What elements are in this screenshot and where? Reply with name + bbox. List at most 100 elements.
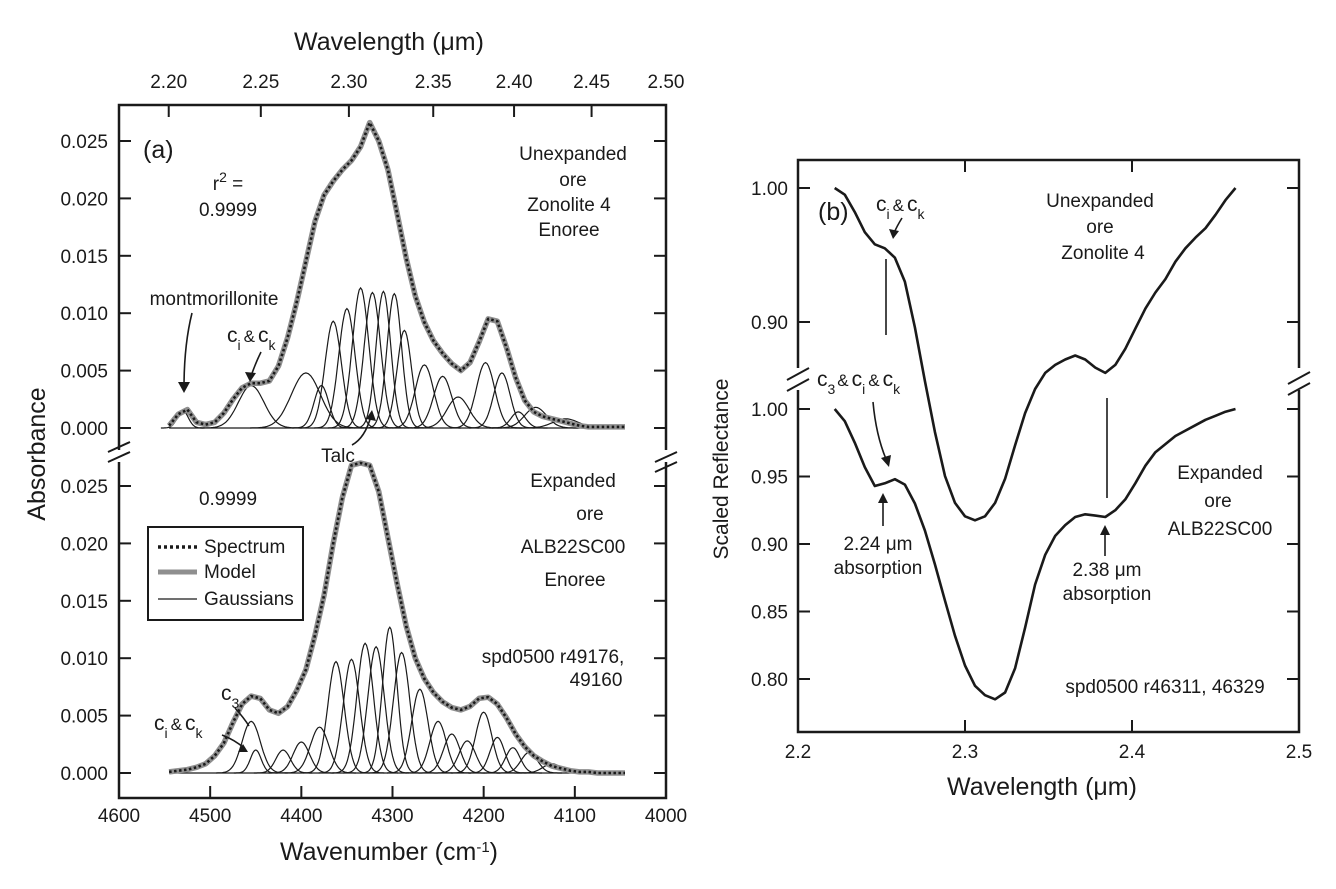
panel-b-frame	[796, 158, 1301, 734]
panel-b-label: (b)	[818, 198, 849, 226]
b-y-tick-label: 0.90	[751, 313, 788, 334]
montmorillonite-label: montmorillonite	[150, 289, 279, 310]
top-tick-label: 2.50	[648, 72, 685, 93]
panel-b-axis-break-left	[786, 367, 810, 392]
gaussian-component	[303, 660, 369, 774]
gaussian-component	[327, 286, 394, 429]
b-lower-c3-arrowhead	[881, 455, 891, 467]
b-x-axis-ticks: 2.2 2.3 2.4 2.5	[785, 160, 1312, 763]
b-y-tick-label: 0.80	[751, 670, 788, 691]
b-upper-label-line2: ore	[1086, 217, 1113, 238]
b-lower-spectrum	[833, 407, 1236, 701]
y-tick-label: 0.020	[60, 534, 108, 555]
lower-ck-arrowhead	[238, 744, 248, 752]
gaussian-component	[268, 741, 335, 774]
b-y-tick-label: 0.95	[751, 468, 788, 489]
b-y-tick-label: 0.90	[751, 535, 788, 556]
panel-a-axis-break-left	[107, 441, 131, 463]
b-abs224-arrowhead	[878, 493, 888, 503]
b-x-tick-label: 2.2	[785, 742, 811, 763]
gaussian-component	[284, 726, 356, 774]
gaussian-component	[434, 740, 501, 774]
upper-ck-arrow	[250, 351, 262, 377]
upper-label-line2: ore	[559, 170, 586, 191]
b-x-axis-label: Wavelength (μm)	[947, 773, 1137, 801]
b-lower-label-line3: ALB22SC00	[1168, 519, 1273, 540]
legend-label-spectrum: Spectrum	[204, 537, 285, 558]
lower-label-line3: ALB22SC00	[521, 537, 626, 558]
lower-ids-line1: spd0500 r49176,	[482, 647, 625, 668]
panel-b-axis-break-right	[1287, 368, 1311, 396]
r2-value-lower: 0.9999	[199, 489, 257, 510]
b-lower-c3-arrow	[872, 401, 887, 460]
gaussian-component	[386, 688, 453, 774]
panel-a-axis-break-right	[654, 450, 678, 473]
top-tick-label: 2.30	[330, 72, 367, 93]
x-tick-label: 4500	[189, 806, 231, 827]
b-spectra	[833, 186, 1237, 701]
y-tick-label: 0.000	[60, 764, 108, 785]
upper-ck-arrowhead	[245, 372, 256, 382]
b-x-tick-label: 2.5	[1286, 742, 1312, 763]
lower-label-line4: Enoree	[544, 570, 605, 591]
y-tick-label: 0.025	[60, 477, 108, 498]
b-abs224-line2: absorption	[834, 558, 923, 579]
b-y-axis-label: Scaled Reflectance	[710, 379, 733, 560]
b-lower-label-line1: Expanded	[1177, 463, 1263, 484]
lower-ids-line2: 49160	[570, 670, 623, 691]
y-tick-label: 0.005	[60, 362, 108, 383]
talc-arrow	[351, 415, 372, 446]
legend-label-model: Model	[204, 562, 256, 583]
x-tick-label: 4400	[280, 806, 322, 827]
y-tick-label: 0.015	[60, 247, 108, 268]
gaussian-component	[418, 733, 485, 774]
gaussian-component	[343, 645, 409, 774]
lower-label-line2: ore	[576, 504, 603, 525]
x-tick-label: 4200	[463, 806, 505, 827]
b-lower-c3-ck-label: c3 & ci & ck	[817, 368, 901, 397]
y-axis-ticks-lower: 0.000 0.005 0.010 0.015 0.020 0.025	[60, 477, 666, 785]
upper-label-line1: Unexpanded	[519, 144, 627, 165]
gaussian-component	[249, 372, 365, 429]
gaussian-component	[360, 626, 419, 774]
gaussian-component	[292, 384, 351, 429]
top-tick-label: 2.45	[573, 72, 610, 93]
upper-label-line3: Zonolite 4	[527, 195, 611, 216]
r2-value-upper: 0.9999	[199, 200, 257, 221]
lower-c3-arrow	[234, 707, 250, 727]
top-tick-label: 2.40	[496, 72, 533, 93]
b-upper-label-line1: Unexpanded	[1046, 191, 1154, 212]
x-tick-label: 4100	[554, 806, 596, 827]
b-abs238-line1: 2.38 μm	[1072, 560, 1141, 581]
lower-spectrum-model	[168, 460, 625, 776]
b-abs238-line2: absorption	[1063, 584, 1152, 605]
b-x-tick-label: 2.4	[1119, 742, 1146, 763]
gaussian-component	[253, 749, 313, 774]
lower-ck-label: ci & ck	[154, 712, 203, 741]
top-axis-label: Wavelength (μm)	[294, 28, 484, 56]
b-upper-ck-label: ci & ck	[876, 193, 925, 222]
x-tick-label: 4300	[371, 806, 413, 827]
spectrum-line	[168, 121, 625, 429]
upper-ck-label: ci & ck	[227, 324, 276, 353]
top-tick-label: 2.25	[242, 72, 279, 93]
b-upper-spectrum	[833, 186, 1237, 522]
x-tick-label: 4600	[98, 806, 140, 827]
top-tick-label: 2.35	[415, 72, 452, 93]
b-upper-ck-arrowhead	[889, 229, 899, 239]
gaussian-component	[375, 329, 434, 429]
b-lower-label-line2: ore	[1204, 491, 1231, 512]
b-y-axis-ticks-lower: 1.00 0.95 0.90 0.85 0.80	[751, 400, 1299, 691]
panel-a: 2.20 2.25 2.30 2.35 2.40 2.45 2.50 4600 4500 440…	[23, 28, 687, 866]
gaussian-component	[332, 642, 399, 774]
gaussian-component	[468, 736, 527, 774]
x-tick-label: 4000	[645, 806, 687, 827]
legend-label-gaussians: Gaussians	[204, 589, 294, 610]
upper-label-line4: Enoree	[538, 220, 599, 241]
spectrum-line	[168, 461, 625, 775]
b-y-axis-ticks-upper: 1.00 0.90	[751, 179, 1299, 334]
gaussian-component	[300, 320, 367, 429]
b-y-tick-label: 1.00	[751, 179, 788, 200]
top-tick-label: 2.20	[150, 72, 187, 93]
